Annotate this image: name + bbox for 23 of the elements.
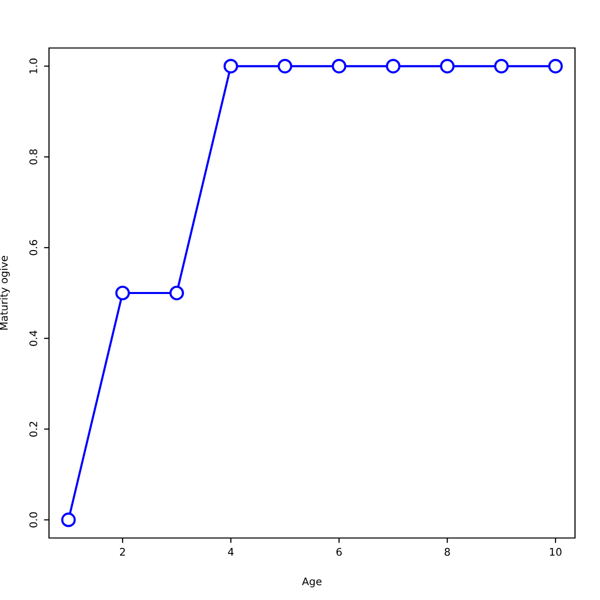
point (61, 512, 76, 528)
point (115, 286, 130, 300)
point (494, 58, 509, 74)
y-tick-label: 1.0 (29, 58, 38, 74)
point (386, 58, 400, 74)
point (224, 58, 238, 74)
x-tick-label: 4 (228, 548, 234, 556)
x-tick-label: 6 (336, 548, 342, 556)
x-axis-title: Age (302, 578, 322, 588)
y-tick-label: 0.0 (29, 512, 38, 528)
point (278, 58, 292, 74)
y-axis-title: Maturity ogive (0, 256, 10, 330)
x-tick-label: 10 (550, 548, 562, 556)
point (332, 58, 346, 74)
y-tick-label: 0.2 (29, 422, 38, 437)
y-tick-label: 0.8 (29, 149, 38, 164)
point (169, 286, 184, 300)
x-tick-label: 2 (120, 548, 125, 556)
x-tick-label: 8 (444, 548, 450, 556)
y-tick-label: 0.6 (29, 240, 38, 256)
point (548, 58, 563, 74)
point (440, 58, 455, 74)
y-tick-label: 0.4 (29, 330, 38, 346)
